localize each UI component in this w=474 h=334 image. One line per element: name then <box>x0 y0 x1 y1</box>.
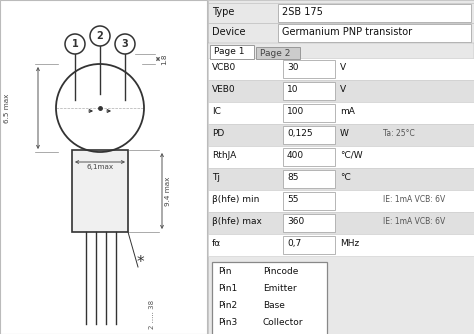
Text: Page 1: Page 1 <box>214 47 245 56</box>
Text: PD: PD <box>212 129 224 138</box>
Text: °C: °C <box>340 173 351 182</box>
Text: IE: 1mA VCB: 6V: IE: 1mA VCB: 6V <box>383 195 445 204</box>
Bar <box>283 126 335 144</box>
Text: β(hfe) min: β(hfe) min <box>212 195 259 204</box>
Text: 2: 2 <box>97 31 103 41</box>
Bar <box>256 47 300 59</box>
Text: 85: 85 <box>287 173 299 182</box>
Text: *: * <box>136 255 144 270</box>
Text: β(hfe) max: β(hfe) max <box>212 217 262 226</box>
Bar <box>208 168 474 190</box>
Text: VEB0: VEB0 <box>212 85 236 94</box>
Bar <box>278 24 471 42</box>
Text: W: W <box>340 129 349 138</box>
Bar <box>283 104 335 122</box>
Bar <box>283 60 335 78</box>
Text: Type: Type <box>212 7 234 17</box>
Text: Device: Device <box>212 27 246 37</box>
Text: IE: 1mA VCB: 6V: IE: 1mA VCB: 6V <box>383 217 445 226</box>
Text: IC: IC <box>212 107 221 116</box>
Bar <box>72 150 128 232</box>
Text: V: V <box>340 85 346 94</box>
Text: Pincode: Pincode <box>263 267 298 276</box>
Bar <box>283 82 335 100</box>
Bar <box>208 146 474 168</box>
Text: fα: fα <box>212 239 221 248</box>
Text: 0,125: 0,125 <box>287 129 313 138</box>
Text: 3: 3 <box>122 39 128 49</box>
Text: 30: 30 <box>287 63 299 72</box>
Text: 6,1max: 6,1max <box>86 164 114 170</box>
Text: 1: 1 <box>72 39 78 49</box>
Circle shape <box>90 26 110 46</box>
Text: Ta: 25°C: Ta: 25°C <box>383 129 415 138</box>
Bar <box>283 236 335 254</box>
Bar <box>208 124 474 146</box>
Text: 360: 360 <box>287 217 304 226</box>
Text: 400: 400 <box>287 151 304 160</box>
Text: Pin2: Pin2 <box>218 301 237 310</box>
Text: Collector: Collector <box>263 318 303 327</box>
Bar <box>210 45 254 59</box>
Bar <box>208 43 474 59</box>
Text: Page 2: Page 2 <box>260 49 291 58</box>
Text: Pin3: Pin3 <box>218 318 237 327</box>
Bar <box>208 0 474 334</box>
Bar <box>208 234 474 256</box>
Bar <box>212 262 327 334</box>
Bar <box>208 80 474 102</box>
Text: 0,7: 0,7 <box>287 239 301 248</box>
Text: 10: 10 <box>287 85 299 94</box>
Text: 9.4 max: 9.4 max <box>165 176 171 206</box>
Text: mA: mA <box>340 107 355 116</box>
Circle shape <box>65 34 85 54</box>
Text: Emitter: Emitter <box>263 284 297 293</box>
Text: Base: Base <box>263 301 285 310</box>
Text: MHz: MHz <box>340 239 359 248</box>
Bar <box>208 102 474 124</box>
Bar <box>283 170 335 188</box>
Circle shape <box>115 34 135 54</box>
Text: 2 ..... 38: 2 ..... 38 <box>149 300 155 329</box>
Bar <box>208 3 474 23</box>
Text: 2SB 175: 2SB 175 <box>282 7 323 17</box>
Text: Pin1: Pin1 <box>218 284 237 293</box>
Bar <box>283 148 335 166</box>
Text: RthJA: RthJA <box>212 151 236 160</box>
Text: °C/W: °C/W <box>340 151 363 160</box>
Bar <box>208 212 474 234</box>
Text: V: V <box>340 63 346 72</box>
Text: 100: 100 <box>287 107 304 116</box>
Bar <box>0 0 207 334</box>
Text: 55: 55 <box>287 195 299 204</box>
Bar <box>208 23 474 43</box>
Bar <box>283 192 335 210</box>
Text: 6.5 max: 6.5 max <box>4 93 10 123</box>
Text: Germanium PNP transistor: Germanium PNP transistor <box>282 27 412 37</box>
Bar <box>208 190 474 212</box>
Bar <box>208 58 474 80</box>
Text: Tj: Tj <box>212 173 220 182</box>
Text: 1.8: 1.8 <box>161 53 167 65</box>
Text: Pin: Pin <box>218 267 231 276</box>
Text: VCB0: VCB0 <box>212 63 236 72</box>
Bar <box>283 214 335 232</box>
Bar <box>278 4 471 22</box>
